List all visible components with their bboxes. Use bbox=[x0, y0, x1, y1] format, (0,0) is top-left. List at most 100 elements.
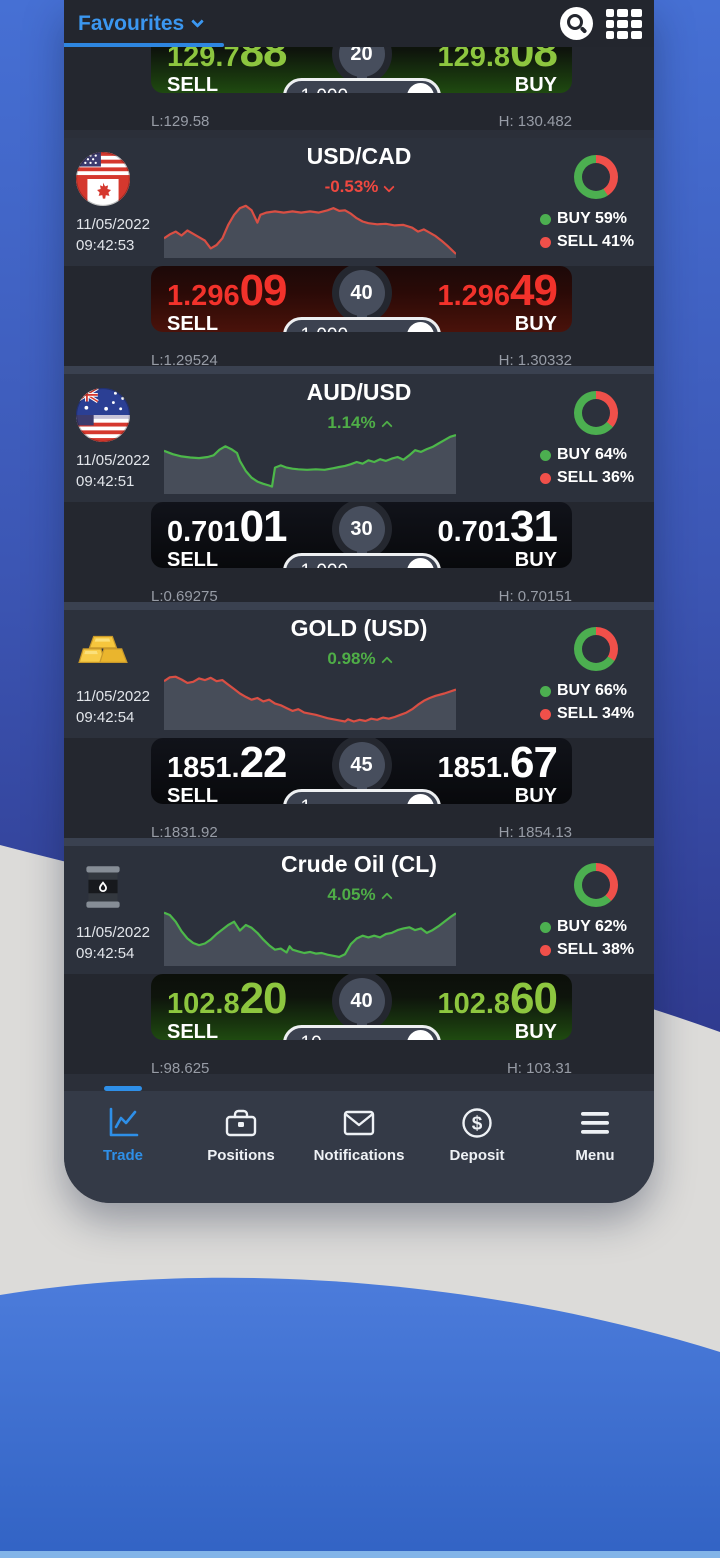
buy-label: BUY bbox=[514, 1021, 557, 1040]
chevron-down-icon bbox=[191, 15, 205, 28]
bottom-nav: Trade Positions Notifications $ Deposit … bbox=[64, 1086, 654, 1203]
sell-button[interactable]: 1851. 22 SELL bbox=[151, 738, 302, 805]
chevron-down-icon bbox=[406, 558, 434, 568]
quantity-value: 1,000 bbox=[301, 86, 349, 94]
sentiment-legend: BUY 66% SELL 34% bbox=[540, 682, 634, 723]
instrument-list: USD/CAD -0.53% 11/05/2022 09:42:53 BUY 5… bbox=[64, 138, 654, 1077]
phone-screen: Favourites 129.7 88 SELL bbox=[64, 0, 654, 1203]
top-bar: Favourites bbox=[64, 0, 654, 47]
buy-label: BUY bbox=[514, 74, 557, 93]
buy-button[interactable]: 1.296 49 BUY bbox=[421, 266, 572, 333]
quantity-selector[interactable]: 1,000 bbox=[282, 553, 441, 568]
favourites-dropdown[interactable]: Favourites bbox=[78, 12, 205, 36]
instrument-flag-icon bbox=[76, 152, 130, 206]
sentiment-legend: BUY 64% SELL 36% bbox=[540, 446, 634, 487]
spread-badge: 30 bbox=[338, 506, 385, 562]
grid-icon[interactable] bbox=[606, 8, 642, 39]
session-low: L:1831.92 bbox=[151, 824, 218, 841]
nav-item-notifications[interactable]: Notifications bbox=[300, 1106, 418, 1203]
nav-item-trade[interactable]: Trade bbox=[64, 1106, 182, 1203]
briefcase-icon bbox=[221, 1106, 261, 1140]
sell-price: 1851. bbox=[167, 752, 240, 784]
buy-dot-icon bbox=[540, 921, 551, 933]
instrument-title: AUD/USD bbox=[306, 379, 412, 405]
change-percent[interactable]: 0.98% bbox=[64, 648, 654, 670]
change-percent[interactable]: -0.53% bbox=[64, 176, 654, 198]
price-area: 102.820 SELL 102.860 BUY 40 10 L:98.625 … bbox=[64, 974, 654, 1077]
session-low: L:129.58 bbox=[151, 113, 210, 130]
chevron-down-icon bbox=[406, 1030, 434, 1040]
svg-text:$: $ bbox=[472, 1114, 483, 1135]
buy-button[interactable]: 129.8 08 BUY bbox=[421, 47, 572, 93]
timestamp: 11/05/2022 09:42:54 bbox=[76, 688, 150, 726]
sell-percent: SELL 34% bbox=[557, 705, 635, 722]
sentiment-legend: BUY 59% SELL 41% bbox=[540, 210, 634, 251]
sell-price: 102.8 bbox=[167, 988, 240, 1020]
buy-percent: BUY 62% bbox=[557, 918, 627, 935]
sell-dot-icon bbox=[540, 236, 551, 248]
instrument-card[interactable]: AUD/USD 1.14% 11/05/2022 09:42:51 BUY 64… bbox=[64, 374, 654, 605]
session-low: L:0.69275 bbox=[151, 588, 218, 605]
chevron-down-icon bbox=[406, 322, 434, 332]
quantity-selector[interactable]: 1,000 bbox=[282, 78, 441, 94]
change-percent[interactable]: 4.05% bbox=[64, 884, 654, 906]
buy-button[interactable]: 102.8 60 BUY bbox=[421, 974, 572, 1041]
sell-label: SELL bbox=[167, 1021, 219, 1040]
sell-label: SELL bbox=[167, 785, 219, 804]
instrument-card-partial[interactable]: 129.788 SELL 129.808 BUY 20 1,000 L:129.… bbox=[64, 47, 654, 130]
sentiment-donut bbox=[574, 391, 618, 435]
buy-dot-icon bbox=[540, 213, 551, 225]
spread-badge: 20 bbox=[338, 47, 385, 87]
trade-chart-icon bbox=[103, 1106, 143, 1140]
buy-button[interactable]: 0.701 31 BUY bbox=[421, 502, 572, 569]
buy-price: 1851. bbox=[437, 752, 511, 784]
sell-price: 1.296 bbox=[167, 280, 240, 312]
price-area: 1851.22 SELL 1851.67 BUY 45 1 L:1831.92 … bbox=[64, 738, 654, 841]
sparkline-chart bbox=[164, 434, 456, 494]
buy-price: 1.296 bbox=[437, 280, 511, 312]
sell-button[interactable]: 0.701 01 SELL bbox=[151, 502, 302, 569]
buy-label: BUY bbox=[514, 785, 557, 804]
sell-percent: SELL 38% bbox=[557, 941, 635, 958]
nav-item-deposit[interactable]: $ Deposit bbox=[418, 1106, 536, 1203]
sell-button[interactable]: 129.7 88 SELL bbox=[151, 47, 302, 93]
sell-dot-icon bbox=[540, 944, 551, 956]
spread-badge: 40 bbox=[338, 270, 385, 326]
sell-button[interactable]: 1.296 09 SELL bbox=[151, 266, 302, 333]
change-percent[interactable]: 1.14% bbox=[64, 412, 654, 434]
active-tab-underline bbox=[64, 43, 224, 47]
search-icon[interactable] bbox=[560, 7, 593, 40]
dollar-circle-icon: $ bbox=[457, 1106, 497, 1140]
instrument-card[interactable]: GOLD (USD) 0.98% 11/05/2022 09:42:54 BUY… bbox=[64, 610, 654, 841]
quantity-selector[interactable]: 1,000 bbox=[282, 317, 441, 333]
nav-item-positions[interactable]: Positions bbox=[182, 1106, 300, 1203]
instrument-card[interactable]: Crude Oil (CL) 4.05% 11/05/2022 09:42:54… bbox=[64, 846, 654, 1077]
buy-button[interactable]: 1851. 67 BUY bbox=[421, 738, 572, 805]
buy-dot-icon bbox=[540, 449, 551, 461]
buy-percent: BUY 64% bbox=[557, 446, 627, 463]
quantity-value: 1 bbox=[301, 797, 312, 805]
chevron-down-icon bbox=[406, 794, 434, 804]
nav-item-menu[interactable]: Menu bbox=[536, 1106, 654, 1203]
spread-badge: 45 bbox=[338, 742, 385, 798]
timestamp: 11/05/2022 09:42:51 bbox=[76, 452, 150, 490]
instrument-card[interactable]: USD/CAD -0.53% 11/05/2022 09:42:53 BUY 5… bbox=[64, 138, 654, 369]
instrument-flag-icon bbox=[76, 860, 130, 914]
sell-button[interactable]: 102.8 20 SELL bbox=[151, 974, 302, 1041]
quantity-value: 10 bbox=[301, 1033, 322, 1041]
sell-percent: SELL 41% bbox=[557, 233, 635, 250]
change-direction-icon bbox=[380, 420, 393, 432]
quantity-value: 1,000 bbox=[301, 325, 349, 333]
quantity-selector[interactable]: 1 bbox=[282, 789, 441, 805]
buy-dot-icon bbox=[540, 685, 551, 697]
sell-price: 129.7 bbox=[167, 47, 240, 73]
quantity-selector[interactable]: 10 bbox=[282, 1025, 441, 1041]
timestamp: 11/05/2022 09:42:53 bbox=[76, 216, 150, 254]
sparkline-chart bbox=[164, 911, 456, 966]
sentiment-donut bbox=[574, 627, 618, 671]
sentiment-donut bbox=[574, 863, 618, 907]
